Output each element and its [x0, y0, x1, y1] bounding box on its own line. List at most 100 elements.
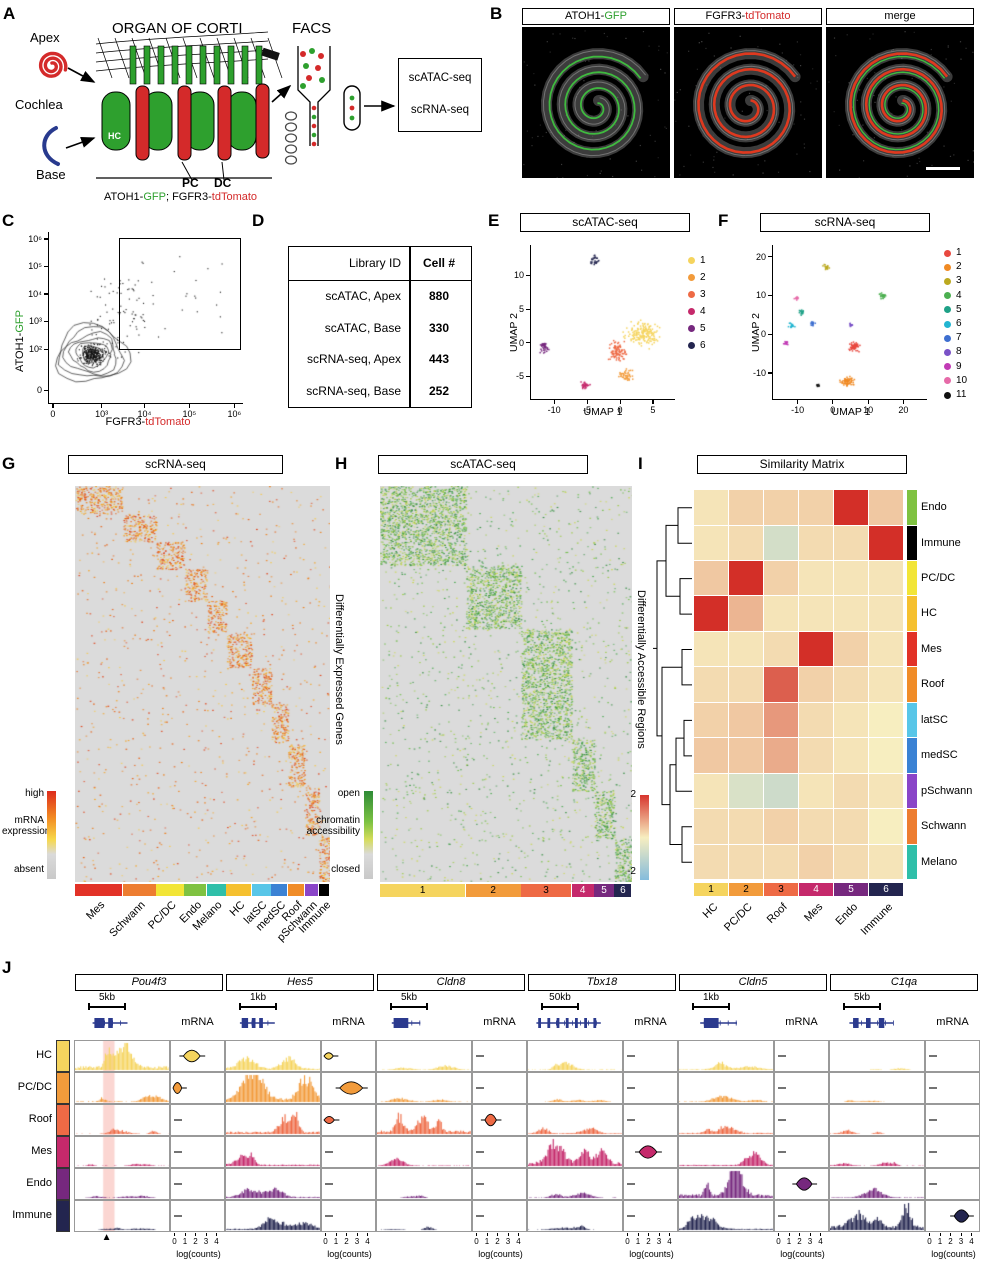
y-tick-label: 10⁵ [28, 261, 42, 272]
j-axis-tick: 4 [516, 1237, 521, 1246]
panel-label-g: G [2, 454, 16, 473]
category-bar-segment [184, 884, 207, 896]
b-header-fgfr3-tdtomato: FGFR3-tdTomato [674, 8, 822, 25]
j-track-canvas [679, 1201, 773, 1231]
scrna-umap-xlabel: UMAP 1 [831, 406, 871, 418]
j-violin-cell [925, 1168, 980, 1200]
hc-cell-label: HC [108, 131, 121, 141]
y-tick-mark [44, 348, 48, 350]
j-axis-tick-mark [486, 1233, 488, 1236]
cochlea-image-merge [826, 27, 974, 178]
j-row-label: Immune [12, 1209, 52, 1221]
legend-expression: expression [2, 826, 51, 837]
pc-label: PC [182, 176, 199, 190]
similarity-cell [799, 702, 833, 738]
similarity-cell [694, 809, 728, 844]
similarity-cell [729, 844, 763, 879]
j-scale-label: 5kb [400, 992, 418, 1003]
legend-dot [944, 263, 951, 271]
similarity-cell [799, 773, 833, 809]
legend-dot [688, 257, 695, 264]
similarity-cell [694, 560, 728, 596]
j-track-canvas [528, 1201, 622, 1231]
b-header-atoh1-gfp: ATOH1-GFP [522, 8, 670, 25]
j-axis-label: log(counts) [629, 1249, 674, 1259]
j-axis-tick: 3 [656, 1237, 662, 1246]
similarity-cell [799, 490, 833, 525]
legend-label: 6 [700, 339, 706, 351]
y-tick-mark [768, 294, 772, 297]
j-track-canvas [679, 1073, 773, 1103]
scrna-umap-scatter [773, 245, 928, 400]
panel-label-a: A [3, 4, 16, 23]
j-violin-cell [623, 1040, 678, 1072]
category-bar-segment [251, 884, 271, 896]
celltype-strip [907, 596, 917, 631]
celltype-strip [907, 631, 917, 667]
legend-label: 3 [956, 275, 962, 287]
similarity-cell [764, 773, 798, 809]
similarity-cell [764, 844, 798, 879]
j-violin-plot [476, 1055, 484, 1057]
j-track-canvas [75, 1041, 169, 1071]
legend-item: 1 [688, 252, 726, 269]
similarity-cell [764, 631, 798, 667]
x-tick-label: -10 [791, 405, 805, 415]
j-track-canvas [679, 1137, 773, 1167]
legend-label: 5 [700, 322, 706, 334]
legend-dot [944, 377, 951, 385]
j-axis-tick-mark [788, 1233, 790, 1236]
j-track-canvas [226, 1169, 320, 1199]
j-axis-tick-mark [960, 1233, 962, 1236]
y-tick-mark [526, 274, 530, 277]
y-tick-label: 0 [36, 385, 42, 396]
similarity-cluster-segment: 2 [729, 883, 763, 896]
j-track-canvas [75, 1137, 169, 1167]
similarity-cell [729, 809, 763, 844]
j-mrna-label: mRNA [483, 1016, 516, 1028]
x-tick-mark [553, 400, 555, 404]
facs-ylabel: ATOH1-GFP [14, 310, 26, 372]
x-tick-label: 10⁶ [227, 409, 242, 419]
j-track-canvas [679, 1041, 773, 1071]
similarity-cluster-segment: 3 [764, 883, 798, 896]
similarity-cell [694, 596, 728, 631]
j-scale-bar [390, 1006, 428, 1008]
legend-dot [944, 277, 951, 285]
similarity-cell [799, 844, 833, 879]
j-axis-tick-mark [669, 1233, 670, 1236]
j-track-canvas [528, 1105, 622, 1135]
similarity-cell [799, 560, 833, 596]
j-violin-plot [174, 1215, 182, 1217]
legend-label: 9 [956, 360, 962, 372]
j-axis-tick-mark [637, 1233, 639, 1236]
similarity-cell [834, 596, 868, 631]
table-cell-library: scATAC, Apex [325, 289, 401, 303]
j-violin-cell [623, 1136, 678, 1168]
j-violin-plot [325, 1215, 333, 1217]
legend-label: 7 [956, 332, 962, 344]
celltype-strip [907, 773, 917, 809]
similarity-cell [694, 667, 728, 702]
similarity-cell [869, 773, 903, 809]
similarity-row-label: Melano [921, 855, 958, 868]
j-violin-cell [925, 1104, 980, 1136]
similarity-cell [729, 525, 763, 560]
table-divider [409, 247, 411, 407]
j-violin-cell [321, 1040, 376, 1072]
y-tick-mark [526, 342, 530, 344]
legend-label: 4 [956, 289, 962, 301]
y-tick-label: 0 [760, 329, 766, 340]
organ-of-corti-schematic [38, 31, 396, 181]
j-scale-tick [879, 1003, 881, 1010]
panel-label-h: H [335, 454, 348, 473]
colorbar-min: -2 [627, 866, 636, 877]
b-header-tdtomato: tdTomato [745, 10, 791, 22]
legend-accessibility: accessibility [306, 826, 360, 837]
j-track-canvas [830, 1041, 924, 1071]
x-tick-label: 10⁴ [137, 409, 152, 419]
x-tick-label: 10 [863, 405, 874, 415]
similarity-cell [869, 738, 903, 773]
j-axis-tick-mark [346, 1233, 347, 1236]
facs-xlabel-tdtomato: tdTomato [145, 416, 191, 428]
